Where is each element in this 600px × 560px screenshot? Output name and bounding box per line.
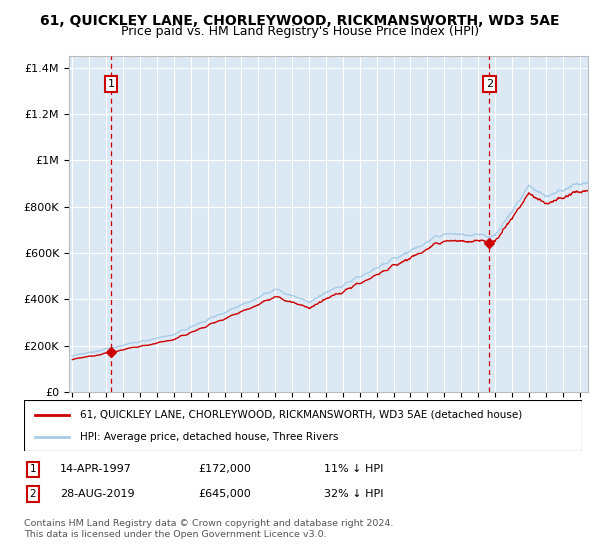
Text: £172,000: £172,000 [198, 464, 251, 474]
Text: 61, QUICKLEY LANE, CHORLEYWOOD, RICKMANSWORTH, WD3 5AE (detached house): 61, QUICKLEY LANE, CHORLEYWOOD, RICKMANS… [80, 409, 522, 419]
Text: £645,000: £645,000 [198, 489, 251, 499]
Text: 2: 2 [486, 79, 493, 89]
Text: HPI: Average price, detached house, Three Rivers: HPI: Average price, detached house, Thre… [80, 432, 338, 442]
Text: 1: 1 [29, 464, 37, 474]
Text: 1: 1 [107, 79, 115, 89]
Text: 14-APR-1997: 14-APR-1997 [60, 464, 132, 474]
Text: 2: 2 [29, 489, 37, 499]
Text: Price paid vs. HM Land Registry's House Price Index (HPI): Price paid vs. HM Land Registry's House … [121, 25, 479, 38]
Text: 32% ↓ HPI: 32% ↓ HPI [324, 489, 383, 499]
Text: 61, QUICKLEY LANE, CHORLEYWOOD, RICKMANSWORTH, WD3 5AE: 61, QUICKLEY LANE, CHORLEYWOOD, RICKMANS… [40, 14, 560, 28]
Text: 28-AUG-2019: 28-AUG-2019 [60, 489, 134, 499]
Text: 11% ↓ HPI: 11% ↓ HPI [324, 464, 383, 474]
Text: Contains HM Land Registry data © Crown copyright and database right 2024.
This d: Contains HM Land Registry data © Crown c… [24, 520, 394, 539]
